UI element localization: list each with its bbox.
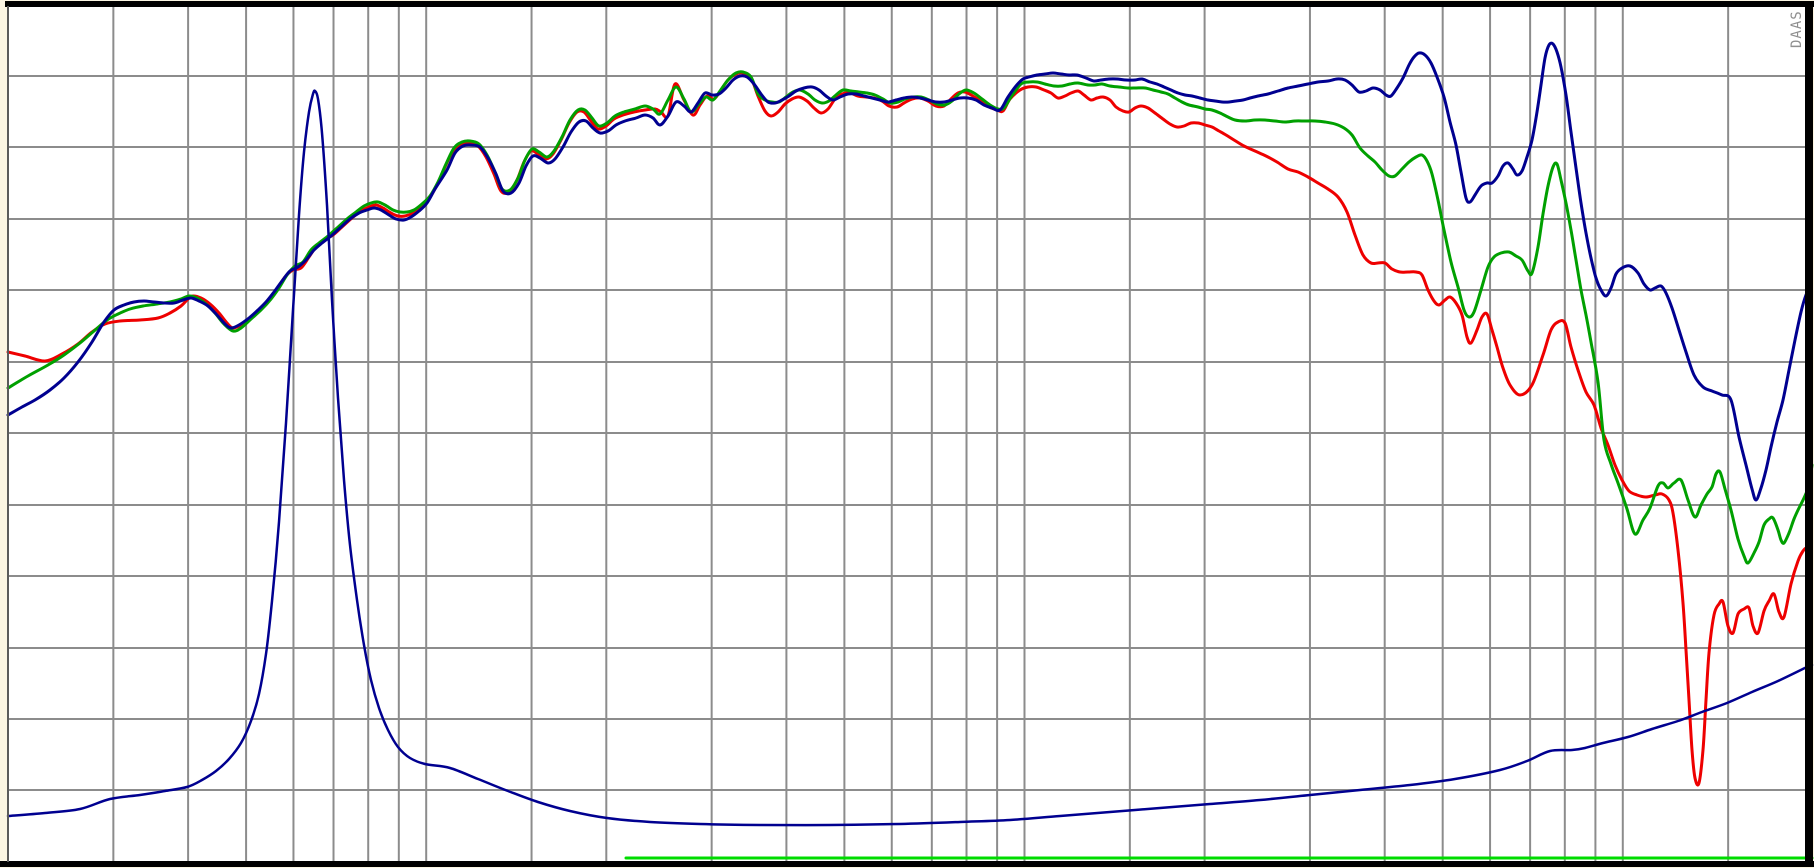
frame-bottom-border	[0, 861, 1814, 867]
frame-right-border	[1805, 1, 1813, 867]
curve-impedance	[6, 89, 1814, 827]
frame-left-border	[7, 6, 9, 862]
curves	[6, 41, 1814, 860]
curve-spl-navy	[6, 41, 1813, 502]
daas-watermark: DAAS	[1789, 10, 1805, 48]
curve-spl-green	[6, 70, 1814, 565]
frame-top-border	[5, 1, 1814, 7]
